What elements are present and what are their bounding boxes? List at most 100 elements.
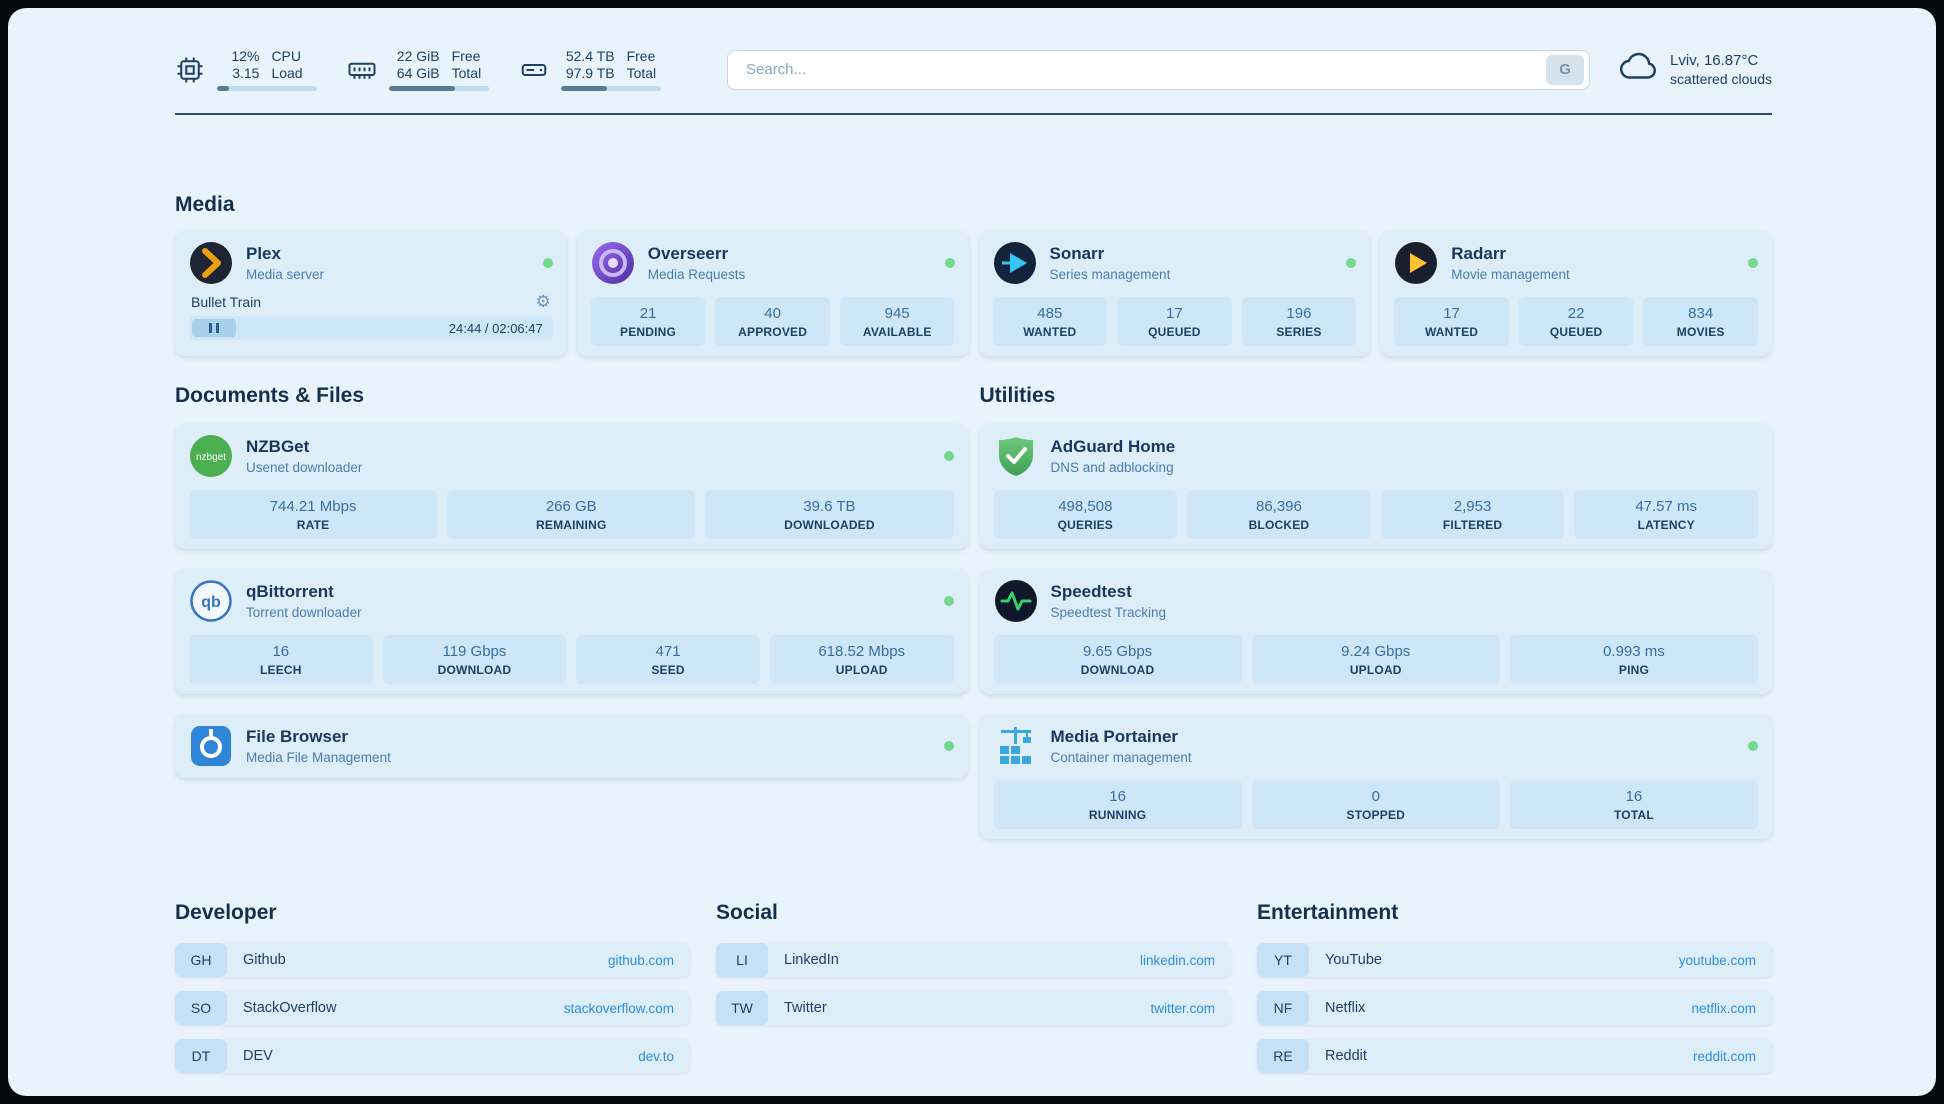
header: 12% CPU 3.15 Load 22 GiB [175, 46, 1772, 93]
app-title: AdGuard Home [1050, 437, 1176, 456]
stat-label: RATE [296, 518, 330, 532]
bookmark-url[interactable]: dev.to [638, 1048, 674, 1064]
bookmark-name: Twitter [784, 1000, 827, 1016]
app-title: Media Portainer [1050, 727, 1179, 746]
app-card-speedtest[interactable]: Speedtest Speedtest Tracking 9.65 Gbps D… [979, 569, 1772, 694]
stat-upload: 618.52 Mbps UPLOAD [769, 635, 954, 684]
search-engine-button[interactable]: G [1546, 54, 1585, 85]
app-card-portainer[interactable]: Media Portainer Container management 16 … [979, 714, 1772, 839]
ram-widget: 22 GiB Free 64 GiB Total [347, 48, 489, 91]
bookmark-name: Netflix [1325, 1000, 1366, 1016]
stat-queued: 17 QUEUED [1117, 297, 1232, 346]
bookmark-dev[interactable]: DT DEV dev.to [175, 1039, 690, 1073]
status-dot [943, 741, 954, 751]
stat-value: 16 [1625, 788, 1643, 805]
bookmark-url[interactable]: netflix.com [1691, 1000, 1756, 1016]
pause-button[interactable] [192, 319, 236, 337]
app-title: Radarr [1451, 244, 1507, 263]
search-input[interactable] [744, 60, 1547, 79]
disk-icon [519, 55, 549, 85]
app-card-filebrowser[interactable]: File Browser Media File Management [175, 714, 968, 778]
bookmark-url[interactable]: github.com [607, 952, 674, 968]
stat-label: AVAILABLE [862, 325, 932, 339]
stat-value: 834 [1688, 305, 1714, 322]
bookmark-netflix[interactable]: NF Netflix netflix.com [1257, 991, 1772, 1025]
stat-label: SEED [651, 663, 685, 677]
stat-download: 119 Gbps DOWNLOAD [382, 635, 567, 684]
bookmark-linkedin[interactable]: LI LinkedIn linkedin.com [716, 943, 1231, 977]
stat-label: MOVIES [1676, 325, 1725, 339]
app-card-nzbget[interactable]: nzbget NZBGet Usenet downloader 74 [175, 424, 968, 549]
plex-now-playing-widget: Bullet Train ⚙ 24:44 / 02:06:47 [189, 293, 553, 340]
app-card-qbittorrent[interactable]: qb qBittorrent Torrent downloader [175, 569, 968, 694]
section-title-utilities: Utilities [979, 384, 1056, 407]
status-dot [943, 596, 954, 606]
app-card-plex[interactable]: Plex Media server Bullet Train ⚙ 24:44 /… [175, 231, 567, 356]
widget-settings-gear-icon[interactable]: ⚙ [535, 292, 551, 311]
stat-value: 618.52 Mbps [818, 643, 906, 660]
playback-progress-bar[interactable]: 24:44 / 02:06:47 [189, 316, 553, 340]
bookmark-group-developer: Developer GH Github github.com SO StackO… [175, 901, 690, 1087]
stat-label: WANTED [1424, 325, 1479, 339]
app-title: Sonarr [1049, 244, 1105, 263]
bookmark-url[interactable]: reddit.com [1692, 1048, 1756, 1064]
stat-value: 196 [1286, 305, 1312, 322]
stat-value: 47.57 ms [1635, 498, 1698, 515]
bookmark-url[interactable]: linkedin.com [1139, 952, 1215, 968]
disk-widget: 52.4 TB Free 97.9 TB Total [519, 48, 661, 91]
radarr-icon [1394, 241, 1438, 285]
stat-value: 485 [1037, 305, 1063, 322]
bookmark-stackoverflow[interactable]: SO StackOverflow stackoverflow.com [175, 991, 690, 1025]
bookmark-twitter[interactable]: TW Twitter twitter.com [716, 991, 1231, 1025]
stat-value: 471 [655, 643, 681, 660]
bookmark-group-entertainment: Entertainment YT YouTube youtube.com NF … [1257, 901, 1772, 1087]
app-card-overseerr[interactable]: Overseerr Media Requests 21 PENDING 40 A… [576, 231, 969, 356]
app-card-sonarr[interactable]: Sonarr Series management 485 WANTED 17 Q… [978, 231, 1371, 356]
bookmark-abbr: YT [1257, 943, 1309, 977]
cpu-usage-bar [217, 86, 317, 91]
stat-pending: 21 PENDING [590, 297, 706, 346]
playback-time: 24:44 / 02:06:47 [448, 320, 543, 336]
plex-icon [189, 241, 233, 285]
stat-value: 40 [764, 305, 781, 322]
bookmark-name: LinkedIn [784, 952, 839, 968]
app-card-adguard[interactable]: AdGuard Home DNS and adblocking 498,508 … [979, 424, 1772, 549]
section-title-social: Social [716, 901, 778, 924]
stat-blocked: 86,396 BLOCKED [1187, 490, 1371, 539]
stat-value: 21 [639, 305, 657, 322]
stat-queued: 22 QUEUED [1518, 297, 1634, 346]
stat-label: RUNNING [1088, 808, 1147, 822]
bookmark-url[interactable]: stackoverflow.com [563, 1000, 674, 1016]
section-title-media: Media [175, 193, 235, 216]
bookmark-reddit[interactable]: RE Reddit reddit.com [1257, 1039, 1772, 1073]
bookmark-github[interactable]: GH Github github.com [175, 943, 690, 977]
status-dot [1748, 741, 1758, 751]
app-title: File Browser [246, 727, 349, 746]
stat-value: 119 Gbps [442, 643, 507, 660]
bookmark-youtube[interactable]: YT YouTube youtube.com [1257, 943, 1772, 977]
stat-value: 945 [884, 305, 910, 322]
bookmark-url[interactable]: twitter.com [1150, 1000, 1215, 1016]
stat-value: 86,396 [1255, 498, 1302, 515]
stat-label: UPLOAD [1349, 663, 1402, 677]
stat-seed: 471 SEED [576, 635, 760, 684]
bookmark-name: Github [243, 952, 286, 968]
bookmark-abbr: NF [1257, 991, 1309, 1025]
stat-rate: 744.21 Mbps RATE [189, 490, 438, 539]
stat-approved: 40 APPROVED [715, 297, 830, 346]
stat-wanted: 485 WANTED [992, 297, 1108, 346]
documents-column: Documents & Files nzbget [175, 384, 968, 778]
app-card-radarr[interactable]: Radarr Movie management 17 WANTED 22 QUE… [1380, 231, 1772, 356]
stat-value: 0 [1371, 788, 1380, 805]
now-playing-title: Bullet Train [191, 293, 262, 310]
weather-location: Lviv, 16.87°C [1670, 52, 1759, 69]
stat-label: PENDING [620, 325, 677, 339]
bookmark-url[interactable]: youtube.com [1678, 952, 1756, 968]
stat-value: 22 [1567, 305, 1585, 322]
cpu-usage-value: 12% [231, 48, 260, 64]
nzbget-icon: nzbget [189, 434, 233, 478]
stat-value: 39.6 TB [803, 498, 856, 515]
stat-label: DOWNLOAD [437, 663, 512, 677]
stat-label: WANTED [1023, 325, 1077, 339]
disk-usage-bar [561, 86, 661, 91]
